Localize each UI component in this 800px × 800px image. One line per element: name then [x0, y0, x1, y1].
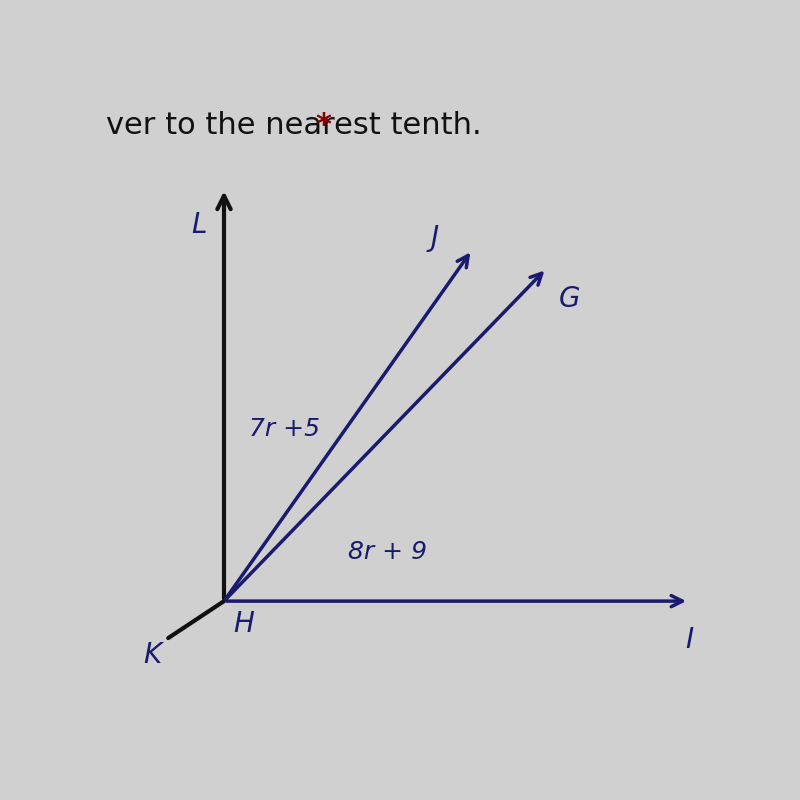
Text: 7r +5: 7r +5 [249, 417, 320, 441]
Text: G: G [558, 286, 580, 314]
Text: J: J [430, 224, 439, 252]
Text: H: H [234, 610, 254, 638]
Text: ver to the nearest tenth.: ver to the nearest tenth. [106, 111, 491, 141]
Text: L: L [191, 211, 207, 239]
Text: K: K [143, 641, 162, 669]
Text: *: * [316, 111, 332, 141]
Text: 8r + 9: 8r + 9 [348, 540, 427, 564]
Text: I: I [685, 626, 693, 654]
